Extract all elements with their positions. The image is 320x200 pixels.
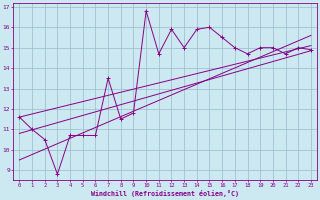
X-axis label: Windchill (Refroidissement éolien,°C): Windchill (Refroidissement éolien,°C) — [91, 190, 239, 197]
